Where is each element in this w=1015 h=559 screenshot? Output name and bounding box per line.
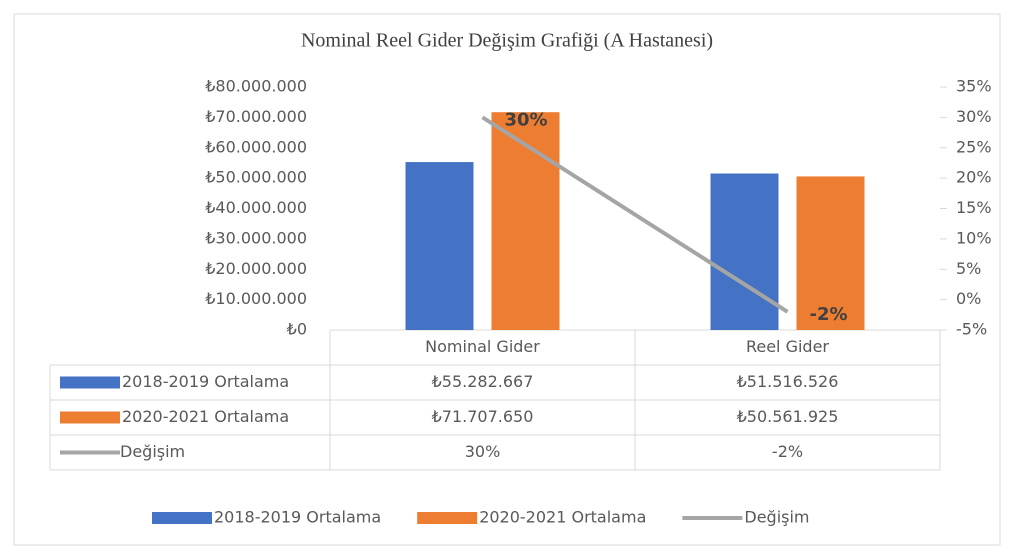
legend-key <box>152 512 212 524</box>
y2-tick-label: 5% <box>956 259 981 278</box>
bar <box>491 112 560 330</box>
y2-tick-label: 25% <box>956 137 992 156</box>
y2-tick-label: 30% <box>956 107 992 126</box>
line <box>481 115 789 314</box>
y2-tick-label: 10% <box>956 228 992 247</box>
y-tick-label: ₺70.000.000 <box>205 107 307 126</box>
y-tick-label: ₺20.000.000 <box>205 259 307 278</box>
table-series-name: Değişim <box>120 442 185 461</box>
y-tick-label: ₺40.000.000 <box>205 198 307 217</box>
x-tick-label: Nominal Gider <box>425 337 540 356</box>
table-cell: ₺71.707.650 <box>432 407 534 426</box>
legend-label: Değişim <box>744 508 809 527</box>
bar <box>710 173 779 330</box>
table-cell: ₺55.282.667 <box>432 372 534 391</box>
chart-title: Nominal Reel Gider Değişim Grafiği (A Ha… <box>301 30 713 52</box>
legend-label: 2020-2021 Ortalama <box>479 508 646 527</box>
y2-tick-label: 0% <box>956 289 981 308</box>
table-cell: -2% <box>772 442 803 461</box>
table-cell: ₺50.561.925 <box>737 407 839 426</box>
y-tick-label: ₺30.000.000 <box>205 228 307 247</box>
x-tick-label: Reel Gider <box>746 337 829 356</box>
table-legend-key <box>60 376 120 389</box>
table-cell: ₺51.516.526 <box>737 372 839 391</box>
legend-label: 2018-2019 Ortalama <box>214 508 381 527</box>
data-label: -2% <box>810 304 848 325</box>
data-label: 30% <box>505 109 548 130</box>
y2-tick-label: 35% <box>956 77 992 96</box>
y-tick-label: ₺60.000.000 <box>205 137 307 156</box>
y2-tick-label: -5% <box>956 320 987 339</box>
bar <box>405 162 474 330</box>
y-tick-label: ₺80.000.000 <box>205 77 307 96</box>
table-legend-key <box>60 411 120 424</box>
y-tick-label: ₺0 <box>287 320 307 339</box>
y2-tick-label: 20% <box>956 168 992 187</box>
y2-tick-label: 15% <box>956 198 992 217</box>
table-series-name: 2018-2019 Ortalama <box>122 372 289 391</box>
y-tick-label: ₺50.000.000 <box>205 168 307 187</box>
table-cell: 30% <box>465 442 501 461</box>
y-tick-label: ₺10.000.000 <box>205 289 307 308</box>
table-series-name: 2020-2021 Ortalama <box>122 407 289 426</box>
bar <box>796 176 865 330</box>
legend-key <box>417 512 478 524</box>
